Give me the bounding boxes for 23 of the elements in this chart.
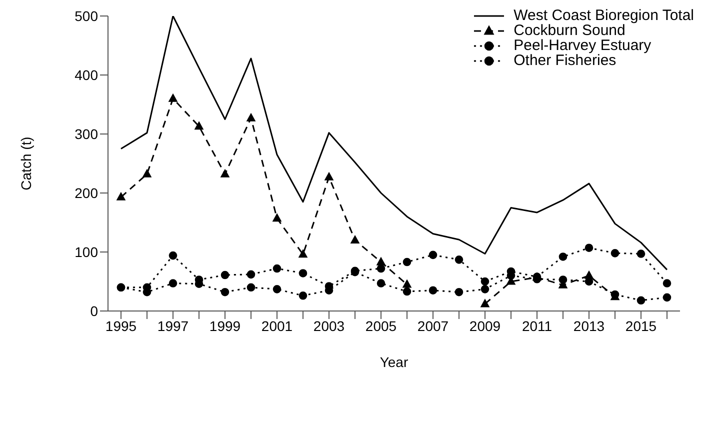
- x-tick-label: 2003: [313, 318, 345, 334]
- x-tick-label: 2001: [261, 318, 293, 334]
- x-tick-label: 2015: [625, 318, 657, 334]
- x-tick-label: 2009: [469, 318, 501, 334]
- x-tick-label: 2013: [573, 318, 605, 334]
- x-tick-label: 2005: [365, 318, 397, 334]
- y-tick-label: 400: [74, 66, 98, 83]
- legend-label: Cockburn Sound: [514, 22, 626, 39]
- y-tick-label: 500: [74, 8, 98, 24]
- x-tick-label: 1995: [105, 318, 137, 334]
- legend-label: Other Fisheries: [514, 52, 616, 69]
- x-axis-title: Year: [380, 354, 408, 370]
- x-tick-label: 1997: [157, 318, 189, 334]
- x-tick-label: 1999: [209, 318, 241, 334]
- y-tick-label: 300: [74, 126, 98, 142]
- y-axis-title: Catch (t): [18, 136, 34, 190]
- y-tick-label: 100: [74, 244, 98, 260]
- x-tick-label: 2007: [417, 318, 449, 334]
- x-tick-label: 2011: [522, 318, 552, 334]
- legend-label: Peel-Harvey Estuary: [514, 37, 652, 54]
- legend-label: West Coast Bioregion Total: [514, 7, 694, 24]
- y-tick-label: 0: [90, 302, 98, 319]
- y-tick-label: 200: [74, 184, 98, 201]
